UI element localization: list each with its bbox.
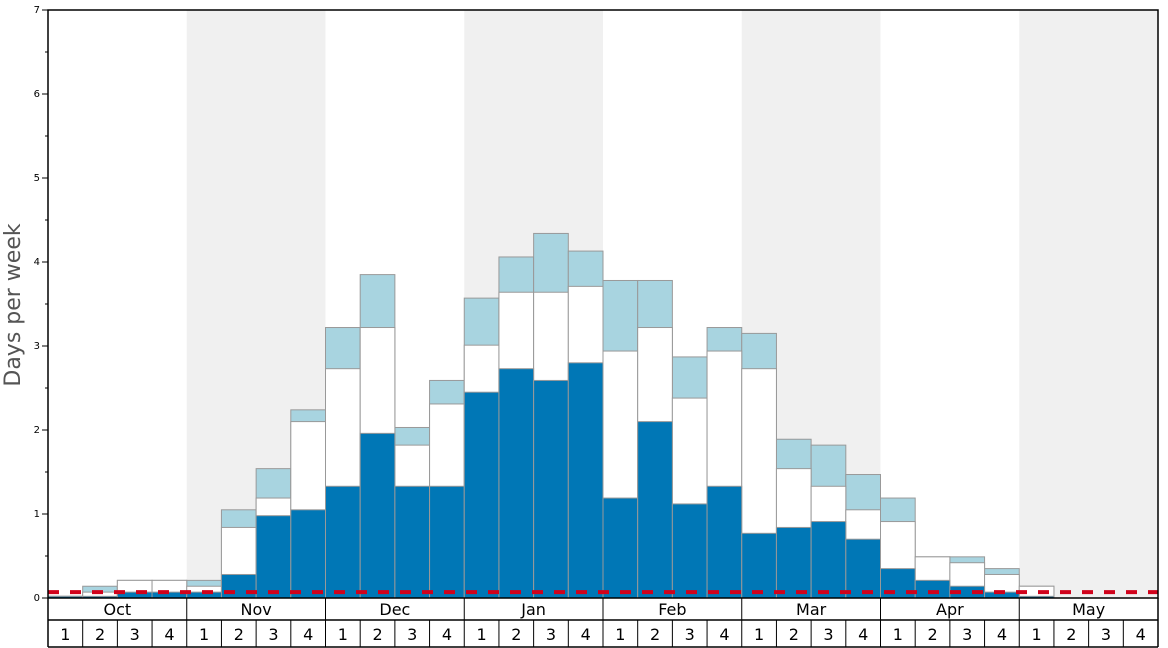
week-label: 1 bbox=[338, 625, 348, 644]
week-label: 2 bbox=[650, 625, 660, 644]
y-tick-label: 6 bbox=[34, 89, 40, 100]
bar-series1-26 bbox=[914, 579, 951, 599]
week-label: 4 bbox=[997, 625, 1007, 644]
week-label: 3 bbox=[962, 625, 972, 644]
week-label: 2 bbox=[234, 625, 244, 644]
y-tick-label: 3 bbox=[34, 341, 40, 352]
bar-series1-16 bbox=[567, 362, 604, 599]
week-label: 1 bbox=[615, 625, 625, 644]
bar-series1-14 bbox=[498, 368, 535, 599]
bar-series1-9 bbox=[325, 485, 361, 599]
week-label: 2 bbox=[789, 625, 799, 644]
week-label: 3 bbox=[268, 625, 278, 644]
bar-series1-20 bbox=[706, 485, 743, 599]
axis-layer: 0 1 2 3 4 5 6 7 Oct Nov Dec Jan Feb Mar Apr May 1 2 3 4 1 2 3 4… bbox=[34, 5, 1159, 648]
week-label: 1 bbox=[754, 625, 764, 644]
week-label: 1 bbox=[1032, 625, 1042, 644]
bar-series1-18 bbox=[637, 421, 673, 599]
y-tick-label: 1 bbox=[34, 509, 40, 520]
week-label: 1 bbox=[60, 625, 70, 644]
month-band-may bbox=[1019, 10, 1158, 598]
bars-layer bbox=[47, 232, 1055, 599]
month-label-dec: Dec bbox=[379, 600, 410, 619]
week-label: 1 bbox=[477, 625, 487, 644]
y-tick-label: 5 bbox=[34, 173, 40, 184]
month-label-oct: Oct bbox=[104, 600, 132, 619]
week-label: 2 bbox=[372, 625, 382, 644]
week-label: 4 bbox=[164, 625, 174, 644]
bar-series1-8 bbox=[290, 509, 326, 599]
week-label: 3 bbox=[823, 625, 833, 644]
week-label: 3 bbox=[685, 625, 695, 644]
y-axis-label: Days per week bbox=[1, 223, 26, 386]
bar-series1-6 bbox=[220, 573, 257, 599]
y-tick-label: 4 bbox=[34, 257, 40, 268]
week-label: 4 bbox=[442, 625, 452, 644]
bar-series1-23 bbox=[810, 521, 847, 599]
month-label-mar: Mar bbox=[796, 600, 827, 619]
week-label: 4 bbox=[581, 625, 591, 644]
week-label: 4 bbox=[303, 625, 313, 644]
bar-series1-22 bbox=[775, 526, 812, 599]
month-label-nov: Nov bbox=[241, 600, 272, 619]
bar-series1-21 bbox=[741, 532, 777, 599]
bar-series1-24 bbox=[845, 538, 881, 599]
week-label: 4 bbox=[858, 625, 868, 644]
month-label-apr: Apr bbox=[936, 600, 964, 619]
week-label: 2 bbox=[511, 625, 521, 644]
bar-series1-19 bbox=[671, 503, 708, 599]
week-label: 3 bbox=[407, 625, 417, 644]
bar-series1-11 bbox=[394, 485, 431, 599]
week-label: 3 bbox=[1101, 625, 1111, 644]
week-label: 3 bbox=[546, 625, 556, 644]
month-label-may: May bbox=[1072, 600, 1105, 619]
week-label: 1 bbox=[893, 625, 903, 644]
y-tick-label: 0 bbox=[34, 593, 40, 604]
bar-series1-13 bbox=[463, 391, 500, 599]
week-label: 2 bbox=[1066, 625, 1076, 644]
bar-series1-10 bbox=[359, 432, 396, 599]
y-tick-label: 2 bbox=[34, 425, 40, 436]
week-label: 2 bbox=[927, 625, 937, 644]
bar-series1-15 bbox=[533, 379, 569, 599]
month-label-jan: Jan bbox=[520, 600, 546, 619]
week-label: 4 bbox=[719, 625, 729, 644]
month-label-feb: Feb bbox=[658, 600, 686, 619]
y-tick-label: 7 bbox=[34, 5, 40, 16]
bar-series1-17 bbox=[602, 497, 639, 599]
week-label: 1 bbox=[199, 625, 209, 644]
month-band-oct bbox=[48, 10, 187, 598]
bar-series1-7 bbox=[255, 515, 292, 599]
week-label: 4 bbox=[1136, 625, 1146, 644]
week-label: 3 bbox=[130, 625, 140, 644]
bar-series1-12 bbox=[429, 485, 465, 599]
week-label: 2 bbox=[95, 625, 105, 644]
